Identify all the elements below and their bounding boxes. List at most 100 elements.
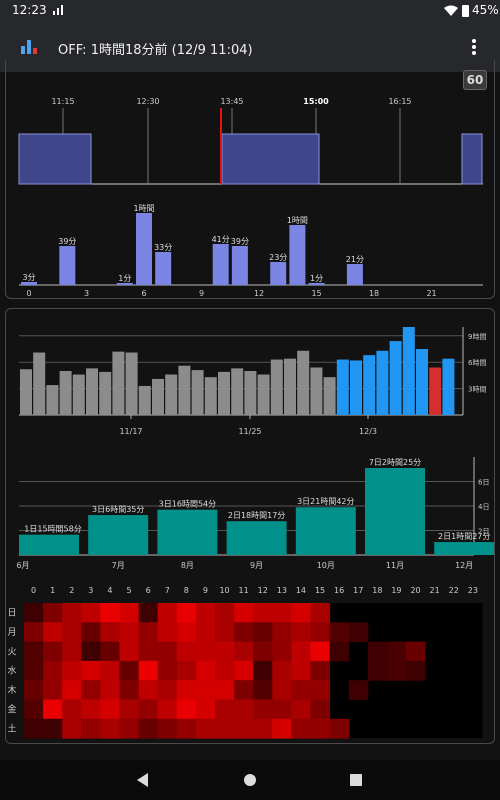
- daily-x-tick-label: 11/25: [238, 427, 261, 436]
- heatmap-cell: [329, 718, 350, 739]
- daily-bar: [86, 368, 98, 415]
- daily-bar: [178, 365, 191, 415]
- heatmap-cell: [253, 680, 273, 700]
- heatmap-hour-label: 5: [127, 586, 132, 595]
- daily-bar: [112, 351, 125, 415]
- heatmap-cell: [24, 660, 44, 681]
- daily-bar: [402, 327, 415, 415]
- monthly-data-label: 7日2時間25分: [369, 458, 421, 467]
- status-bar: 12:23 45%: [0, 0, 500, 22]
- heatmap-cell: [24, 603, 44, 623]
- daily-bar: [20, 369, 32, 415]
- hourly-data-label: 1分: [118, 274, 131, 283]
- hourly-bar: [136, 213, 153, 285]
- heatmap-cell: [176, 660, 197, 681]
- heatmap-cell: [81, 660, 101, 681]
- heatmap-cell: [62, 603, 82, 623]
- timeline-on-segment: [18, 133, 92, 185]
- heatmap-cell: [81, 699, 101, 720]
- hourly-bar: [270, 262, 287, 285]
- daily-x-tick-label: 11/17: [119, 427, 142, 436]
- heatmap-cell: [157, 603, 178, 623]
- heatmap-cell: [386, 641, 407, 662]
- heatmap-cell: [157, 718, 178, 739]
- heatmap-hour-label: 15: [315, 586, 325, 595]
- bar-chart-icon: [21, 40, 37, 54]
- heatmap-cell: [272, 641, 292, 662]
- heatmap-cell: [62, 641, 82, 662]
- heatmap-cell: [310, 699, 331, 720]
- heatmap-cell: [119, 718, 140, 739]
- heatmap-cell: [272, 718, 292, 739]
- heatmap-cell: [215, 680, 235, 700]
- timeline-chart: 11:15 12:30 13:45 15:00 16:15: [18, 97, 483, 185]
- heatmap-cell: [100, 603, 120, 623]
- monthly-y-tick-label: 2日: [478, 528, 489, 536]
- monthly-x-tick-label: 8月: [181, 561, 194, 570]
- heatmap-cell: [62, 718, 82, 739]
- recents-icon[interactable]: [350, 774, 362, 786]
- hourly-bar: [155, 252, 172, 285]
- heatmap-cell: [272, 603, 292, 623]
- heatmap-cell: [291, 699, 311, 720]
- hourly-data-label: 23分: [269, 253, 287, 262]
- heatmap-cell: [176, 680, 197, 700]
- daily-bar: [257, 374, 270, 415]
- daily-chart: 9時間 6時間 3時間 11/17 12/3 11/25: [19, 327, 486, 436]
- daily-bar: [191, 370, 204, 415]
- daily-bar: [350, 360, 362, 415]
- more-vert-icon[interactable]: [466, 38, 482, 56]
- heatmap-hour-label: 13: [277, 586, 287, 595]
- monthly-bar: [88, 515, 149, 555]
- heatmap-cell: [234, 603, 254, 623]
- heatmap-day-label: 日: [7, 608, 16, 619]
- heatmap-cell: [24, 699, 44, 720]
- hourly-bar: [289, 225, 306, 285]
- daily-bar: [218, 371, 230, 415]
- heatmap-cell: [272, 660, 292, 681]
- today-charts: 11:15 12:30 13:45 15:00 16:15 3分 39分 1分 1時間 33分 4…: [18, 97, 483, 298]
- heatmap-cell: [367, 641, 388, 662]
- heatmap-cell: [272, 622, 292, 643]
- heatmap-hour-label: 20: [410, 586, 420, 595]
- heatmap-cell: [43, 699, 63, 720]
- heatmap-hour-label: 16: [334, 586, 344, 595]
- heatmap-cell: [138, 660, 159, 681]
- heatmap-cell: [195, 641, 216, 662]
- monthly-y-tick-label: 4日: [478, 503, 489, 511]
- heatmap-cell: [81, 622, 101, 643]
- back-icon[interactable]: [137, 773, 149, 787]
- heatmap-day-label: 金: [7, 703, 16, 715]
- monthly-data-label: 2日1時間27分: [438, 532, 490, 541]
- heatmap-cell: [24, 680, 44, 700]
- hourly-data-label: 1時間: [287, 216, 308, 225]
- daily-bar: [244, 371, 257, 415]
- heatmap-cell: [138, 699, 159, 720]
- heatmap-cell: [329, 641, 350, 662]
- heatmap-hour-label: 8: [184, 586, 189, 595]
- heatmap-day-label: 土: [7, 722, 16, 734]
- home-icon[interactable]: [243, 773, 257, 787]
- heatmap-cell: [81, 603, 101, 623]
- hourly-data-label: 3分: [22, 273, 35, 282]
- monthly-x-tick-label: 10月: [317, 561, 335, 570]
- daily-bar: [270, 359, 283, 415]
- app-bar: OFF: 1時間18分前 (12/9 11:04): [0, 22, 500, 72]
- history-panel: 9時間 6時間 3時間 11/17 12/3 11/25 1日15時間58分 6月 3日6時間…: [5, 308, 495, 744]
- heatmap-cell: [138, 641, 159, 662]
- heatmap-cell: [195, 622, 216, 643]
- heatmap-cell: [310, 603, 331, 623]
- monthly-x-tick-label: 11月: [386, 561, 404, 570]
- daily-bar: [59, 371, 72, 415]
- heatmap-cell: [43, 622, 63, 643]
- heatmap-cell: [272, 680, 292, 700]
- signal-icon: [53, 5, 63, 15]
- daily-bar: [152, 378, 164, 415]
- daily-y-tick-label: 6時間: [468, 359, 486, 367]
- heatmap-cell: [310, 680, 331, 700]
- hourly-tick-label: 3: [84, 289, 89, 298]
- daily-bar: [442, 358, 455, 415]
- daily-bar: [99, 371, 112, 415]
- heatmap-hour-label: 22: [449, 586, 459, 595]
